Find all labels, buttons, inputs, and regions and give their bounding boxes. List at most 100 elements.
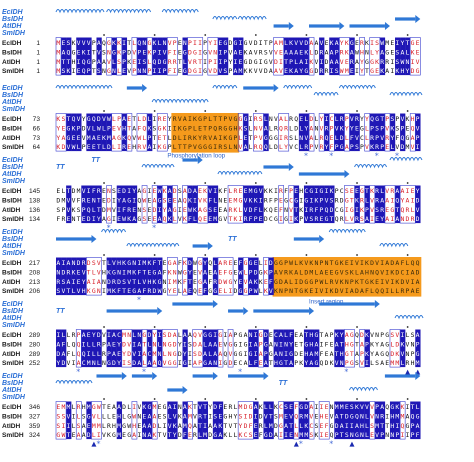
residue: V bbox=[163, 431, 167, 439]
residue: D bbox=[299, 278, 303, 286]
residue: G bbox=[325, 215, 329, 223]
residue: I bbox=[218, 134, 222, 142]
residue: E bbox=[72, 134, 76, 142]
residue: R bbox=[309, 206, 313, 214]
residue: S bbox=[223, 67, 227, 75]
residue: E bbox=[259, 215, 263, 223]
residue: L bbox=[97, 412, 101, 420]
ruler-dot bbox=[254, 110, 257, 112]
residue: R bbox=[330, 278, 334, 286]
residue: E bbox=[375, 67, 379, 75]
residue: L bbox=[416, 403, 420, 411]
identical-column bbox=[172, 401, 178, 440]
residue: F bbox=[325, 340, 329, 348]
residue: V bbox=[77, 39, 81, 47]
residue: L bbox=[249, 359, 253, 367]
residue: M bbox=[107, 134, 111, 142]
identical-column bbox=[81, 329, 87, 368]
residue: E bbox=[122, 431, 126, 439]
residue: V bbox=[82, 268, 86, 276]
sequence-position: 208 bbox=[29, 269, 40, 276]
helix-coil bbox=[313, 92, 339, 97]
residue: I bbox=[153, 115, 157, 123]
sequence-position: 145 bbox=[29, 188, 40, 195]
residue: P bbox=[395, 431, 399, 439]
residue: A bbox=[234, 48, 238, 56]
sequence-name: EcIDH bbox=[2, 40, 22, 47]
residue: P bbox=[92, 39, 96, 47]
residue: V bbox=[228, 422, 232, 430]
residue: A bbox=[330, 350, 334, 358]
residue: G bbox=[158, 278, 162, 286]
identical-column bbox=[263, 401, 269, 440]
residue: S bbox=[97, 67, 101, 75]
sequence-position: 73 bbox=[33, 135, 41, 142]
identical-column bbox=[126, 257, 133, 296]
residue: G bbox=[314, 331, 318, 339]
residue: E bbox=[87, 196, 91, 204]
residue: T bbox=[350, 196, 354, 204]
residue: R bbox=[335, 196, 339, 204]
residue: W bbox=[178, 268, 182, 276]
residue: E bbox=[132, 58, 136, 66]
residue: I bbox=[385, 268, 389, 276]
residue: V bbox=[304, 259, 308, 267]
residue: E bbox=[117, 187, 121, 195]
residue: T bbox=[234, 422, 238, 430]
residue: W bbox=[340, 67, 344, 75]
residue: E bbox=[350, 67, 354, 75]
residue: D bbox=[61, 359, 65, 367]
similar-frame bbox=[409, 113, 416, 152]
similar-frame bbox=[151, 185, 158, 224]
residue: G bbox=[203, 67, 207, 75]
residue: S bbox=[163, 412, 167, 420]
residue: L bbox=[97, 350, 101, 358]
residue: L bbox=[122, 412, 126, 420]
ruler-dot bbox=[254, 182, 257, 184]
residue: E bbox=[325, 350, 329, 358]
residue: A bbox=[168, 187, 172, 195]
strand-arrow bbox=[172, 300, 218, 308]
residue: R bbox=[127, 206, 131, 214]
residue: T bbox=[92, 48, 96, 56]
residue: F bbox=[137, 124, 141, 132]
residue: L bbox=[284, 115, 288, 123]
residue: V bbox=[67, 196, 71, 204]
identical-column bbox=[339, 401, 345, 440]
identical-column bbox=[121, 185, 128, 224]
structure-label: EcIDH bbox=[2, 301, 24, 308]
residue: T bbox=[264, 39, 268, 47]
residue: G bbox=[244, 340, 248, 348]
residue: P bbox=[203, 39, 207, 47]
residue: I bbox=[314, 287, 318, 295]
residue: G bbox=[385, 331, 389, 339]
residue: V bbox=[320, 287, 324, 295]
residue: S bbox=[142, 58, 146, 66]
residue: I bbox=[390, 278, 394, 286]
similar-frame bbox=[197, 257, 204, 296]
residue: M bbox=[107, 206, 111, 214]
residue: L bbox=[193, 124, 197, 132]
residue: Y bbox=[304, 359, 308, 367]
residue: G bbox=[168, 259, 172, 267]
sequence-name: AtIDH bbox=[2, 59, 21, 66]
identical-column bbox=[71, 113, 77, 152]
residue: E bbox=[102, 187, 106, 195]
residue: V bbox=[340, 268, 344, 276]
residue: T bbox=[380, 422, 384, 430]
residue: R bbox=[400, 287, 404, 295]
residue: L bbox=[269, 403, 273, 411]
residue: C bbox=[289, 196, 293, 204]
identical-column bbox=[400, 37, 406, 76]
residue: C bbox=[400, 268, 404, 276]
residue: Y bbox=[153, 331, 157, 339]
residue: K bbox=[234, 215, 238, 223]
residue: D bbox=[147, 331, 151, 339]
residue: R bbox=[380, 206, 384, 214]
residue: G bbox=[183, 67, 187, 75]
residue: E bbox=[97, 134, 101, 142]
residue: H bbox=[390, 412, 394, 420]
residue: V bbox=[142, 278, 146, 286]
